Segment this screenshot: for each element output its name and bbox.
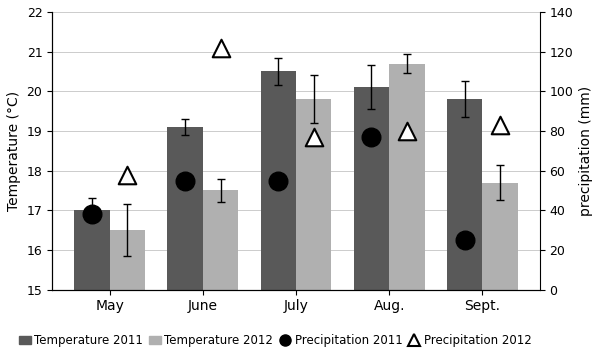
Point: [274, 178, 283, 184]
Point: [181, 178, 190, 184]
Bar: [260, 71, 296, 290]
Point: [367, 134, 376, 140]
Y-axis label: precipitation (mm): precipitation (mm): [579, 86, 593, 216]
Bar: [110, 230, 145, 290]
Point: [122, 172, 132, 177]
Point: [460, 237, 469, 243]
Bar: [74, 210, 110, 290]
Point: [402, 128, 412, 134]
Bar: [389, 63, 425, 290]
Bar: [167, 127, 203, 290]
Legend: Temperature 2011, Temperature 2012, Precipitation 2011, Precipitation 2012: Temperature 2011, Temperature 2012, Prec…: [19, 334, 532, 348]
Point: [495, 122, 505, 128]
Y-axis label: Temperature (°C): Temperature (°C): [7, 91, 21, 211]
Point: [87, 211, 97, 217]
Point: [216, 45, 226, 51]
Bar: [447, 99, 482, 290]
Bar: [354, 87, 389, 290]
Point: [309, 134, 319, 140]
Bar: [296, 99, 331, 290]
Bar: [482, 182, 518, 290]
Bar: [203, 190, 238, 290]
